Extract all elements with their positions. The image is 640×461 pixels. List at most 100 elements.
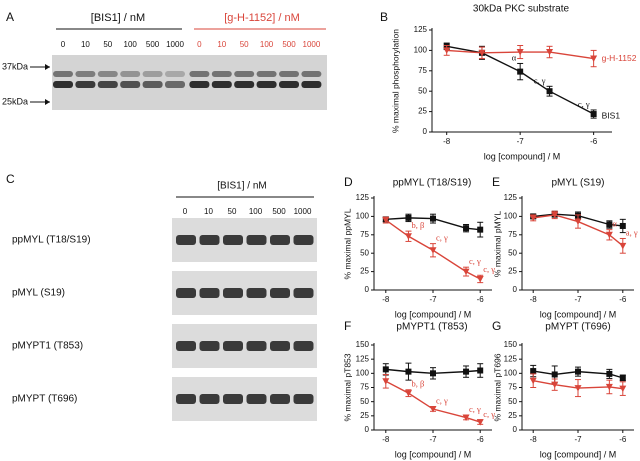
y-tick-label: 50 xyxy=(360,397,369,406)
point xyxy=(516,49,524,56)
y-tick-label: 0 xyxy=(513,425,518,434)
point xyxy=(463,368,470,375)
group-label: [BIS1] / nM xyxy=(217,181,266,192)
y-tick-label: 75 xyxy=(508,230,517,239)
blot-band xyxy=(75,81,96,88)
point xyxy=(463,225,470,232)
point xyxy=(529,377,537,385)
blot-image xyxy=(172,271,317,315)
arrow-head xyxy=(45,64,50,70)
blot-band xyxy=(270,341,290,351)
y-tick-label: 25 xyxy=(360,411,369,420)
y-tick-label: 100 xyxy=(504,212,518,221)
blot-band xyxy=(293,341,314,351)
point xyxy=(405,214,412,221)
blot-band xyxy=(97,81,118,88)
y-tick-label: 50 xyxy=(360,248,369,257)
panel-letter: B xyxy=(380,10,388,24)
blot-band xyxy=(189,71,210,77)
annotation: a, γ xyxy=(626,227,638,237)
y-axis-label: % maximal phosphorylation xyxy=(390,29,400,133)
y-tick-label: 100 xyxy=(356,368,370,377)
annotation: c, γ xyxy=(469,404,481,414)
y-axis-label: % maximal pT696 xyxy=(492,353,502,421)
annotation: c, γ xyxy=(578,99,590,109)
y-axis-label: % maximal pMYL xyxy=(492,211,502,277)
row-label: pMYL (S19) xyxy=(12,288,65,299)
blot-band xyxy=(142,71,163,77)
point xyxy=(619,222,626,229)
y-tick-label: 100 xyxy=(356,212,370,221)
point xyxy=(605,231,613,239)
annotation: b, β xyxy=(411,379,424,389)
point xyxy=(404,233,412,240)
point xyxy=(517,68,524,75)
arrow-head xyxy=(45,99,50,105)
y-tick-label: 150 xyxy=(504,340,518,349)
size-marker: 25kDa xyxy=(2,96,28,106)
point xyxy=(574,218,582,226)
blot-band xyxy=(293,235,314,245)
annotation: b, β xyxy=(411,220,424,230)
x-axis-label: log [compound] / M xyxy=(540,309,617,319)
x-axis-label: log [compound] / M xyxy=(395,309,472,319)
annotation: c, γ xyxy=(483,409,495,419)
lane-label: 1000 xyxy=(166,40,184,49)
blot-band xyxy=(301,71,322,77)
annotation: c, γ xyxy=(436,396,448,406)
blot-band xyxy=(211,81,232,88)
x-tick-label: -8 xyxy=(382,295,390,304)
x-axis-label: log [compound] / M xyxy=(484,151,561,161)
lane-label: 10 xyxy=(204,207,213,216)
legend-label: g-H-1152 xyxy=(602,53,637,63)
point xyxy=(404,390,412,397)
point xyxy=(477,367,484,374)
blot-band xyxy=(279,71,299,77)
blot-band xyxy=(120,81,141,88)
blot-band xyxy=(199,394,220,404)
legend-label: BIS1 xyxy=(602,110,621,120)
point xyxy=(529,214,537,222)
annotation: α xyxy=(512,52,517,62)
lane-label: 500 xyxy=(282,40,296,49)
point xyxy=(405,368,412,375)
x-axis-label: log [compound] / M xyxy=(540,449,617,459)
point xyxy=(546,49,554,56)
blot-image xyxy=(172,218,317,262)
blot-band xyxy=(270,235,290,245)
y-tick-label: 25 xyxy=(508,411,517,420)
point xyxy=(575,368,581,375)
x-tick-label: -7 xyxy=(574,295,582,304)
point xyxy=(619,374,626,381)
point xyxy=(574,385,582,392)
point xyxy=(590,111,597,118)
y-tick-label: 125 xyxy=(356,193,370,202)
lane-label: 0 xyxy=(61,40,66,49)
point xyxy=(382,217,390,224)
point xyxy=(462,268,470,276)
blot-band xyxy=(211,71,232,77)
point xyxy=(382,366,389,373)
y-tick-label: 100 xyxy=(504,368,518,377)
point xyxy=(430,215,436,222)
y-tick-label: 0 xyxy=(365,425,370,434)
lane-label: 1000 xyxy=(294,207,312,216)
point xyxy=(478,49,486,57)
blot-band xyxy=(223,288,243,298)
point xyxy=(429,406,437,413)
blot-band xyxy=(279,81,299,88)
y-tick-label: 125 xyxy=(504,193,518,202)
chart-title: pMYPT1 (T853) xyxy=(396,322,467,333)
y-tick-label: 125 xyxy=(414,25,428,34)
panel-letter: G xyxy=(492,319,501,333)
x-axis-label: log [compound] / M xyxy=(395,449,472,459)
annotation: c, γ xyxy=(436,233,448,243)
annotation: α xyxy=(612,219,617,229)
blot-band xyxy=(53,81,73,88)
x-tick-label: -6 xyxy=(477,295,485,304)
row-label: ppMYL (T18/S19) xyxy=(12,235,91,246)
point xyxy=(462,414,470,422)
lane-label: 10 xyxy=(217,40,226,49)
point xyxy=(477,226,484,233)
point xyxy=(551,371,558,378)
